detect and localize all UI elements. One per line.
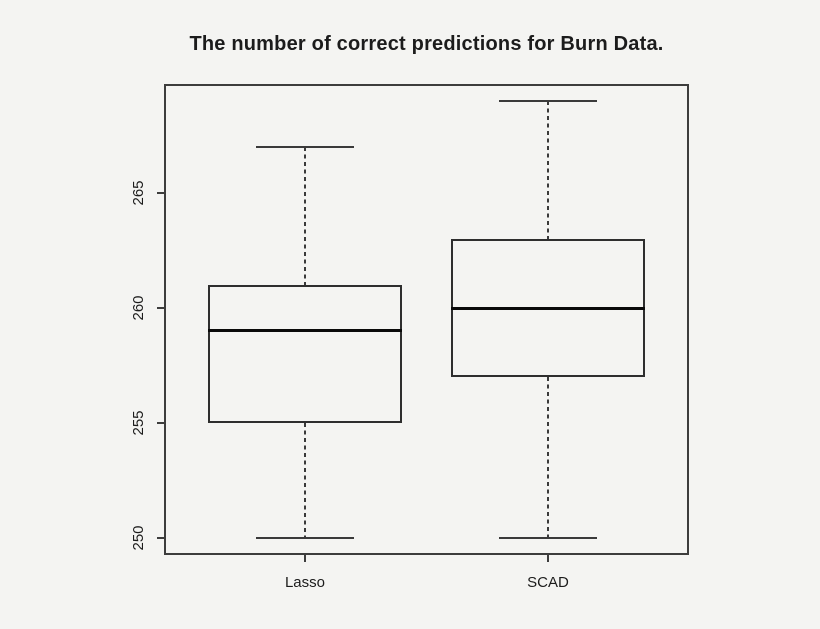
upper-whisker-cap <box>499 100 597 103</box>
lower-whisker <box>303 422 306 538</box>
x-tick-label: SCAD <box>527 574 569 591</box>
lower-whisker-cap <box>499 536 597 539</box>
y-axis-tick <box>157 307 164 310</box>
x-axis-tick <box>303 555 306 562</box>
median-line <box>207 329 403 333</box>
x-axis-tick <box>547 555 550 562</box>
y-tick-label: 260 <box>130 295 147 321</box>
y-axis-tick <box>157 536 164 539</box>
y-tick-label: 250 <box>130 525 147 551</box>
iqr-box <box>207 285 403 423</box>
median-line <box>450 306 646 310</box>
x-tick-label: Lasso <box>284 574 325 591</box>
lower-whisker-cap <box>256 536 354 539</box>
y-axis-tick <box>157 421 164 424</box>
upper-whisker <box>547 101 550 240</box>
y-tick-label: 255 <box>130 410 147 436</box>
y-tick-label: 265 <box>130 180 147 206</box>
upper-whisker-cap <box>256 146 354 149</box>
chart-title: The number of correct predictions for Bu… <box>189 33 664 55</box>
plot-frame <box>164 84 689 555</box>
y-axis-tick <box>157 192 164 195</box>
lower-whisker <box>547 376 550 538</box>
upper-whisker <box>303 147 306 286</box>
